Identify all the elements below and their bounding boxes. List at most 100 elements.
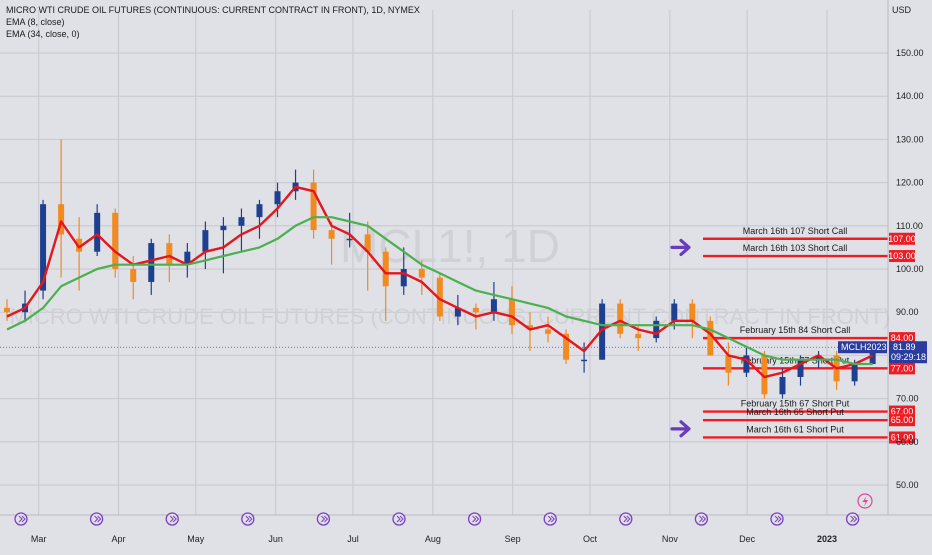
- price-tag-price: 81.89: [893, 342, 916, 352]
- x-tick-label: May: [187, 534, 205, 544]
- candle: [328, 221, 335, 265]
- level-price-label: 107.00: [888, 234, 916, 244]
- option-level: March 16th 65 Short Put 65.00: [703, 407, 915, 427]
- price-tag-symbol: MCLH2023: [841, 342, 887, 352]
- candle: [310, 169, 317, 239]
- candle: [58, 139, 65, 278]
- price-tag-price-bg: [889, 341, 927, 364]
- option-level: March 16th 103 Short Call 103.00: [703, 243, 916, 263]
- event-marker-icon[interactable]: [845, 512, 860, 526]
- x-tick-label: 2023: [817, 534, 837, 544]
- y-tick-label: 150.00: [896, 48, 924, 58]
- event-marker-icon[interactable]: [165, 512, 179, 526]
- event-marker-icon[interactable]: [467, 512, 482, 526]
- level-label: February 15th 84 Short Call: [740, 325, 851, 335]
- level-label: March 16th 65 Short Put: [746, 407, 844, 417]
- candle: [436, 273, 443, 321]
- level-price-bg: [889, 332, 915, 345]
- candle: [581, 342, 588, 373]
- y-tick-label: 70.00: [896, 394, 919, 404]
- level-price-label: 65.00: [891, 415, 914, 425]
- x-tick-label: Apr: [112, 534, 126, 544]
- candle: [418, 260, 425, 295]
- lightning-icon[interactable]: [857, 493, 873, 509]
- level-label: March 16th 103 Short Call: [743, 243, 848, 253]
- candle: [743, 346, 750, 377]
- y-tick-label: 50.00: [896, 480, 919, 490]
- candle: [184, 243, 191, 278]
- y-tick-label: 130.00: [896, 134, 924, 144]
- y-tick-label: 140.00: [896, 91, 924, 101]
- event-marker-icon[interactable]: [694, 512, 709, 526]
- candle: [130, 256, 137, 300]
- chart-title: MICRO WTI CRUDE OIL FUTURES (CONTINUOUS:…: [6, 5, 420, 15]
- candle: [382, 247, 389, 321]
- ema-34-line: [6, 216, 873, 366]
- candle: [94, 204, 101, 257]
- watermark-name: MICRO WTI CRUDE OIL FUTURES (CONTINUOUS:…: [10, 304, 891, 329]
- level-price-label: 103.00: [888, 251, 916, 261]
- y-tick-label: 60.00: [896, 437, 919, 447]
- y-tick-label: 120.00: [896, 178, 924, 188]
- ema-8-line: [6, 185, 874, 379]
- candle: [400, 247, 407, 295]
- candle: [545, 316, 552, 343]
- level-label: March 16th 61 Short Put: [746, 424, 844, 434]
- y-tick-label: 90.00: [896, 307, 919, 317]
- event-marker-icon[interactable]: [543, 512, 557, 526]
- candle: [346, 212, 353, 248]
- candle: [238, 208, 245, 252]
- candle: [274, 182, 281, 218]
- event-marker-icon[interactable]: [619, 512, 633, 526]
- level-price-label: 84.00: [891, 333, 914, 343]
- level-price-bg: [889, 232, 915, 245]
- candle: [707, 316, 714, 356]
- candle: [256, 199, 263, 239]
- x-tick-label: Mar: [31, 534, 47, 544]
- level-price-label: 67.00: [891, 407, 914, 417]
- event-marker-icon[interactable]: [241, 512, 255, 526]
- watermark-symbol: MCL1!, 1D: [340, 220, 560, 272]
- candle: [761, 351, 768, 399]
- event-marker-icon[interactable]: [89, 512, 104, 526]
- candle: [617, 299, 624, 339]
- watermark: MCL1!, 1D MICRO WTI CRUDE OIL FUTURES (C…: [10, 220, 891, 329]
- level-label: March 16th 107 Short Call: [743, 226, 848, 236]
- level-price-bg: [889, 362, 915, 375]
- candle: [166, 234, 173, 282]
- event-markers: [14, 512, 860, 526]
- x-tick-label: Jul: [347, 534, 359, 544]
- candle: [689, 299, 696, 339]
- price-tag-countdown: 09:29:18: [891, 352, 926, 362]
- price-tag-symbol-bg: [838, 341, 887, 354]
- option-level: March 16th 107 Short Call 107.00: [703, 226, 916, 245]
- candle: [725, 342, 732, 386]
- candle: [454, 294, 461, 326]
- candle: [490, 281, 497, 321]
- event-marker-icon[interactable]: [14, 512, 28, 526]
- y-tick-label: 100.00: [896, 264, 924, 274]
- x-tick-label: Sep: [505, 534, 521, 544]
- chart-legend: MICRO WTI CRUDE OIL FUTURES (CONTINUOUS:…: [6, 4, 420, 40]
- candle: [653, 316, 660, 343]
- annotation-arrows: [670, 238, 691, 438]
- event-marker-icon[interactable]: [392, 512, 406, 526]
- indicator-ema-8[interactable]: EMA (8, close): [6, 17, 65, 27]
- event-marker-icon[interactable]: [770, 512, 784, 526]
- indicator-ema-34[interactable]: EMA (34, close, 0): [6, 29, 80, 39]
- ema-lines: [6, 185, 874, 379]
- candle: [563, 329, 570, 365]
- level-price-bg: [889, 431, 915, 444]
- axis-currency: USD: [892, 5, 912, 15]
- level-label: February 15th 67 Short Put: [741, 399, 850, 409]
- x-tick-label: Nov: [662, 534, 679, 544]
- x-tick-label: Dec: [739, 534, 756, 544]
- candle: [508, 286, 515, 334]
- level-price-label: 61.00: [891, 432, 914, 442]
- x-tick-label: Aug: [425, 534, 441, 544]
- event-marker-icon[interactable]: [316, 512, 331, 526]
- candle: [220, 217, 227, 274]
